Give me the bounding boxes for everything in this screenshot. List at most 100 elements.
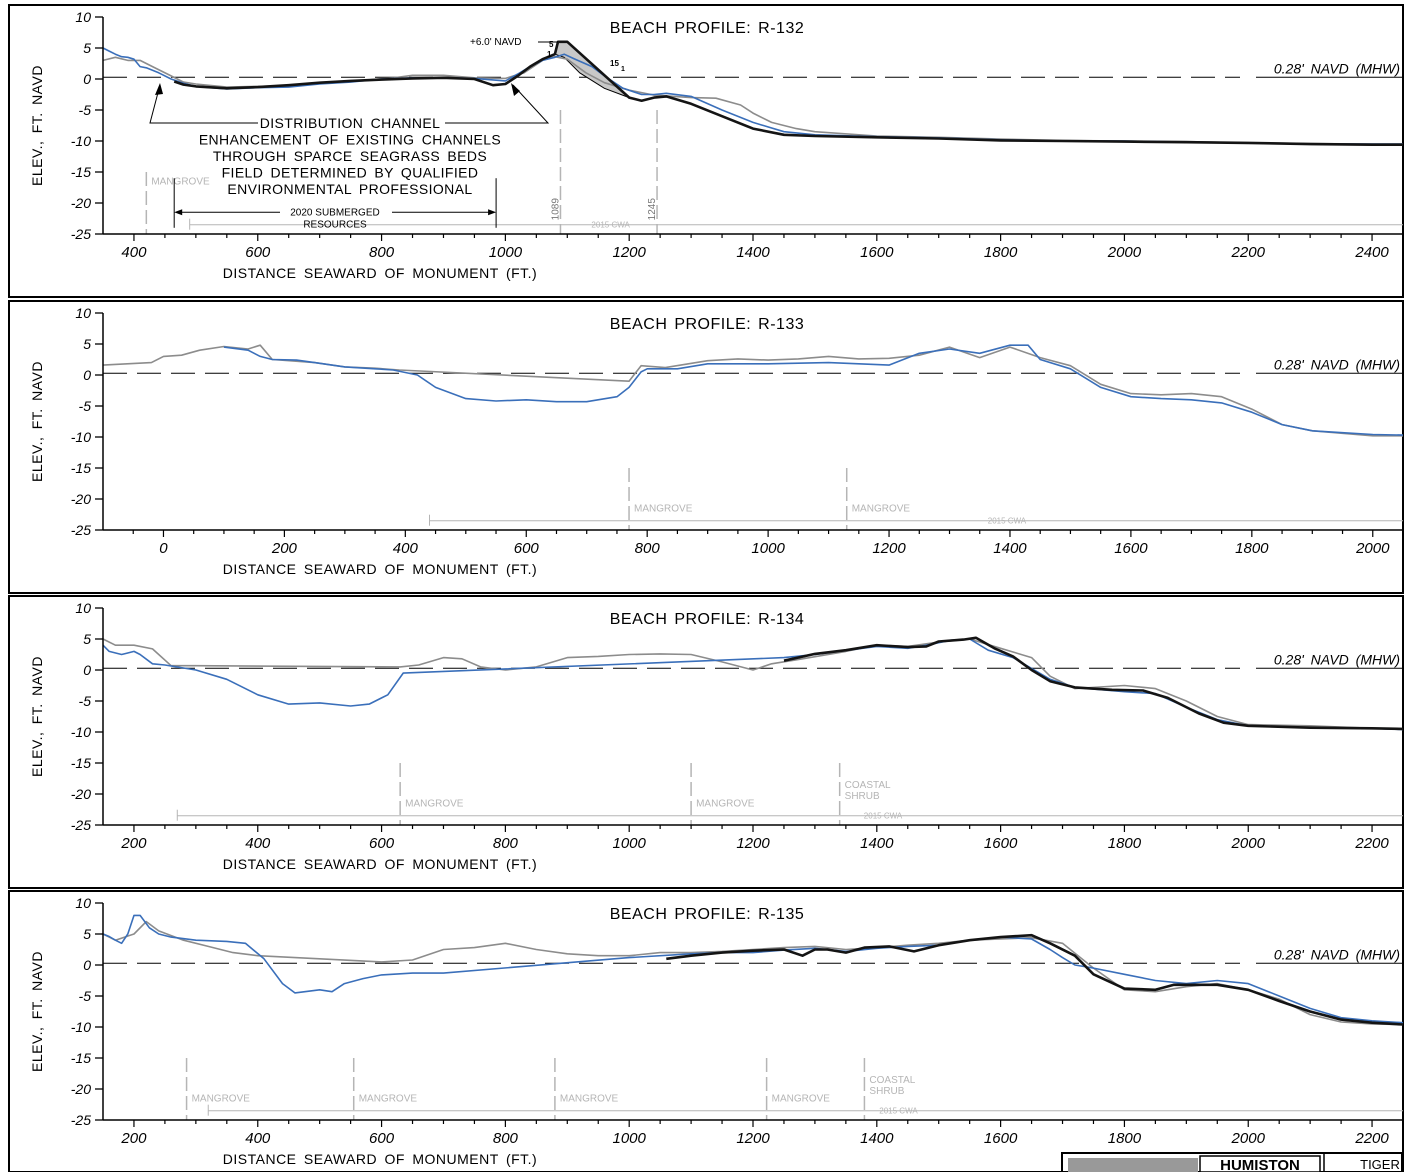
resource-arrow-left <box>174 209 183 216</box>
x-tick-label: 1400 <box>860 835 894 852</box>
resource-label-line2: RESOURCES <box>303 219 367 230</box>
x-tick-label: 2200 <box>1231 244 1266 261</box>
x-tick-label: 1200 <box>613 244 647 261</box>
firm-logo-band <box>1068 1158 1198 1172</box>
series-line-existing <box>102 914 1404 1024</box>
y-tick-label: -25 <box>71 817 91 833</box>
panel-frames <box>8 4 1404 1172</box>
panel-frame-r134 <box>8 595 1404 889</box>
y-tick-label: -15 <box>71 755 91 771</box>
series-line-survey-2015 <box>102 920 1404 1026</box>
x-tick-label: 1400 <box>736 244 770 261</box>
x-axis-label: DISTANCE SEAWARD OF MONUMENT (FT.) <box>223 1151 537 1167</box>
resource-label: MANGROVE <box>852 503 911 514</box>
channel-leader-right <box>445 84 550 124</box>
resource-label: MANGROVE <box>192 1093 251 1104</box>
channel-note-line: ENVIRONMENTAL PROFESSIONAL <box>227 181 472 197</box>
y-tick-label: -15 <box>71 1050 91 1066</box>
channel-note-line: ENHANCEMENT OF EXISTING CHANNELS <box>199 132 501 148</box>
x-tick-label: 400 <box>245 835 271 852</box>
mhw-label: 0.28' NAVD (MHW) <box>1274 651 1400 667</box>
x-tick-label: 1000 <box>613 1130 647 1147</box>
x-tick-label: 2000 <box>1231 1130 1266 1147</box>
resource-label: COASTAL SHRUB <box>869 1075 915 1097</box>
fill-height-label: +6.0' NAVD <box>470 37 521 48</box>
series-line-existing <box>223 344 1404 436</box>
x-tick-label: 1200 <box>736 835 770 852</box>
resource-arrow-right <box>488 209 497 216</box>
x-tick-label: 1000 <box>489 244 523 261</box>
project-name-fragment: TIGER <box>1360 1157 1400 1172</box>
x-tick-label: 2000 <box>1355 540 1390 557</box>
profile-chart-1: 2015 CWA MANGROVE 1089 1245 0.28' NAVD (MHW)… <box>29 9 1404 281</box>
x-tick-label: 1800 <box>1108 835 1142 852</box>
firm-name: HUMISTON <box>1220 1157 1300 1172</box>
series-line-design <box>173 40 1403 146</box>
profile-chart-3: 2015 CWA MANGROVE MANGROVE COASTAL SHRUB 0.28… <box>29 600 1404 872</box>
series-line-design <box>666 933 1404 1026</box>
y-tick-label: -20 <box>71 786 91 802</box>
y-tick-label: 5 <box>83 631 91 647</box>
resource-label: MANGROVE <box>359 1093 418 1104</box>
resource-label: MANGROVE <box>560 1093 619 1104</box>
x-tick-label: 2200 <box>1354 835 1389 852</box>
y-tick-label: -25 <box>71 1112 91 1128</box>
x-tick-label: 800 <box>493 835 519 852</box>
x-tick-label: 1600 <box>860 244 894 261</box>
y-tick-label: -25 <box>71 226 91 242</box>
channel-note-line: THROUGH SPARCE SEAGRASS BEDS <box>213 148 487 164</box>
station-label: 1245 <box>647 198 658 221</box>
y-axis-label: ELEV., FT. NAVD <box>29 951 45 1072</box>
station-label: 1089 <box>550 198 561 221</box>
slope-right-rise: 15 <box>610 59 619 68</box>
resource-label: COASTAL SHRUB <box>845 780 891 802</box>
x-tick-label: 1800 <box>1235 540 1269 557</box>
y-tick-label: -5 <box>79 988 92 1004</box>
y-tick-label: -10 <box>71 133 91 149</box>
slope-left-rise: 1 <box>547 50 552 59</box>
series-line-survey-2015 <box>102 638 1404 731</box>
x-tick-label: 1600 <box>984 835 1018 852</box>
y-tick-label: -10 <box>71 429 91 445</box>
x-tick-label: 800 <box>369 244 395 261</box>
x-tick-label: 600 <box>369 1130 395 1147</box>
x-tick-label: 2400 <box>1354 244 1389 261</box>
channel-arrow-right <box>511 83 520 96</box>
channel-note-line: DISTRIBUTION CHANNEL <box>260 115 441 131</box>
resource-label: MANGROVE <box>151 176 210 187</box>
x-tick-label: 600 <box>369 835 395 852</box>
x-tick-label: 2000 <box>1107 244 1142 261</box>
y-tick-label: 10 <box>75 895 91 911</box>
slope-right-run: 1 <box>621 66 625 73</box>
x-tick-label: 400 <box>121 244 147 261</box>
chart-title: BEACH PROFILE: R-135 <box>610 906 805 923</box>
y-tick-label: -10 <box>71 1019 91 1035</box>
y-tick-label: -5 <box>79 102 92 118</box>
channel-note-line: FIELD DETERMINED BY QUALIFIED <box>222 165 479 181</box>
cwa-label: 2015 CWA <box>591 221 630 230</box>
x-tick-label: 200 <box>271 540 298 557</box>
y-tick-label: 0 <box>83 957 91 973</box>
x-tick-label: 1800 <box>1108 1130 1142 1147</box>
mhw-label: 0.28' NAVD (MHW) <box>1274 356 1400 372</box>
y-tick-label: 10 <box>75 305 91 321</box>
x-tick-label: 2200 <box>1354 1130 1389 1147</box>
y-tick-label: -20 <box>71 195 91 211</box>
x-tick-label: 1600 <box>1114 540 1148 557</box>
y-tick-label: 0 <box>83 367 91 383</box>
y-tick-label: -5 <box>79 693 92 709</box>
resource-label: MANGROVE <box>772 1093 831 1104</box>
mhw-label: 0.28' NAVD (MHW) <box>1274 946 1400 962</box>
profile-charts: 2015 CWA MANGROVE 1089 1245 0.28' NAVD (MHW)… <box>29 9 1404 1167</box>
y-axis-label: ELEV., FT. NAVD <box>29 65 45 186</box>
x-tick-label: 200 <box>120 835 147 852</box>
resource-label: MANGROVE <box>634 503 693 514</box>
y-tick-label: -20 <box>71 1081 91 1097</box>
x-axis-label: DISTANCE SEAWARD OF MONUMENT (FT.) <box>223 856 537 872</box>
cwa-label: 2015 CWA <box>988 517 1027 526</box>
x-tick-label: 800 <box>493 1130 519 1147</box>
y-tick-label: -20 <box>71 491 91 507</box>
x-tick-label: 1000 <box>751 540 785 557</box>
x-tick-label: 1200 <box>872 540 906 557</box>
